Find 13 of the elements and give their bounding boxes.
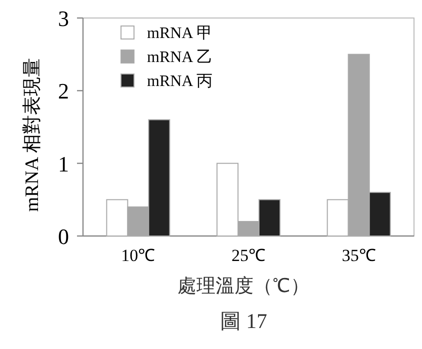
y-tick-label: 0 [58, 224, 69, 249]
legend-label: mRNA 丙 [147, 73, 212, 90]
y-tick-label: 3 [58, 6, 69, 31]
x-axis-title: 處理溫度（℃） [178, 275, 310, 297]
x-tick-label: 10℃ [121, 246, 156, 265]
x-tick-label: 35℃ [342, 246, 376, 265]
x-tick-label: 25℃ [232, 246, 266, 265]
caption: 圖 17 [220, 309, 268, 333]
y-tick-label: 1 [58, 151, 69, 176]
legend-label: mRNA 甲 [147, 25, 212, 42]
y-tick-label: 2 [58, 78, 69, 104]
y-axis-title: mRNA 相對表現量 [22, 58, 43, 212]
legend-label: mRNA 乙 [147, 49, 212, 66]
